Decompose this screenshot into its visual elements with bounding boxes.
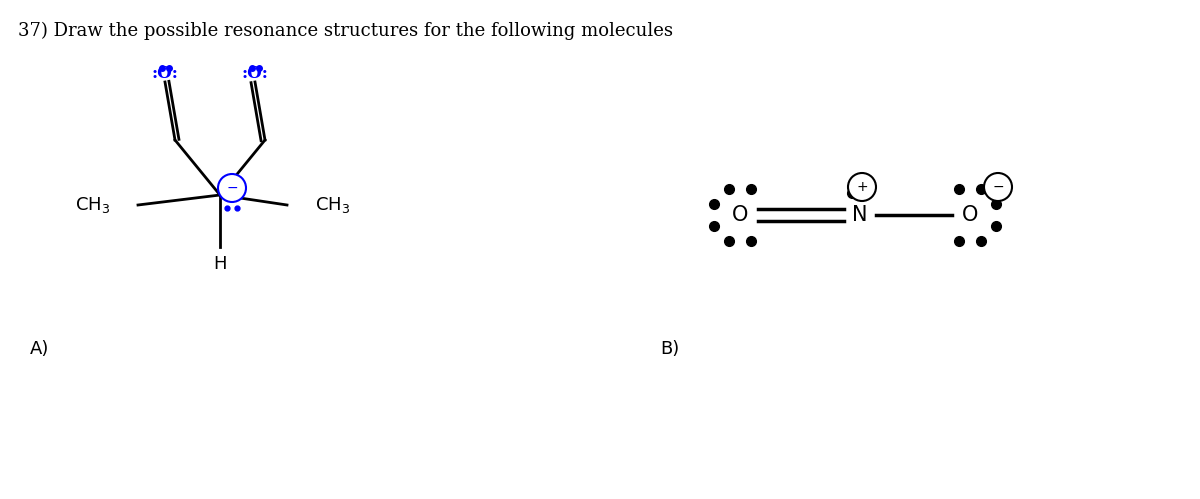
Text: :O:: :O: xyxy=(241,65,269,82)
Text: CH$_3$: CH$_3$ xyxy=(74,195,110,215)
Circle shape xyxy=(848,173,876,201)
Text: 37) Draw the possible resonance structures for the following molecules: 37) Draw the possible resonance structur… xyxy=(18,22,673,40)
Circle shape xyxy=(984,173,1012,201)
Text: :O:: :O: xyxy=(151,65,179,82)
Text: −: − xyxy=(992,180,1004,194)
Text: H: H xyxy=(214,255,227,273)
Text: O: O xyxy=(962,205,978,225)
Text: +: + xyxy=(856,180,868,194)
Text: N: N xyxy=(852,205,868,225)
Text: B): B) xyxy=(660,340,679,358)
Circle shape xyxy=(218,174,246,202)
Text: A): A) xyxy=(30,340,49,358)
Text: −: − xyxy=(226,181,238,195)
Text: O: O xyxy=(732,205,748,225)
Text: CH$_3$: CH$_3$ xyxy=(314,195,350,215)
